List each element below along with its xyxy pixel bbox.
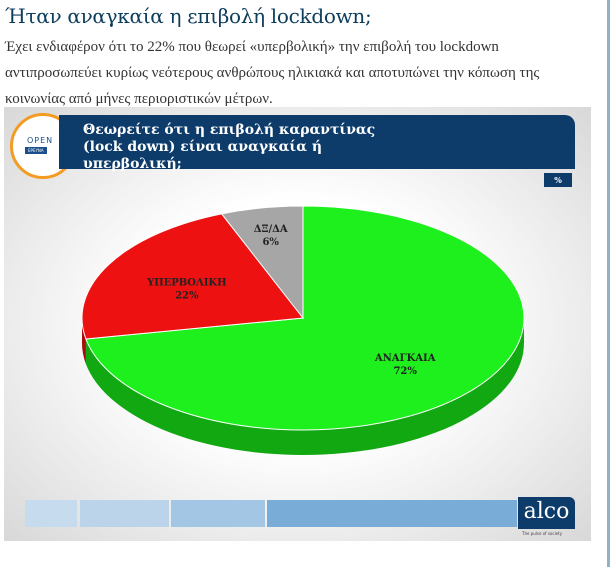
- pie-slice-2: [220, 205, 304, 320]
- logo-subtext: ΕΡΕΥΝΑ: [25, 147, 47, 154]
- slice-value: 72%: [393, 366, 417, 377]
- pie-side-0: [85, 318, 524, 456]
- alco-logo: alco: [518, 497, 575, 529]
- footer-bar-1: [25, 500, 77, 527]
- footer-bar-2: [80, 500, 169, 527]
- unit-badge: %: [544, 173, 572, 187]
- alco-tagline: The pulse of society: [522, 531, 563, 536]
- pie-slice-0: [85, 205, 525, 431]
- footer-bar-4: [267, 500, 517, 527]
- footer-bar-3: [171, 500, 265, 527]
- article-body: Έχει ενδιαφέρον ότι το 22% που θεωρεί «υ…: [5, 39, 540, 107]
- chart-title: Θεωρείτε ότι η επιβολή καραντίνας (lock …: [83, 122, 376, 172]
- slice-value: 22%: [175, 291, 199, 302]
- slice-label: ΑΝΑΓΚΑΙΑ: [374, 353, 436, 364]
- pie-chart: ΑΝΑΓΚΑΙΑ 72% ΥΠΕΡΒΟΛΙΚΗ 22% ΔΞ/ΔΑ 6%: [81, 205, 525, 456]
- slice-value: 6%: [262, 237, 279, 248]
- scrollbar[interactable]: [607, 0, 610, 567]
- chart-slide: OPEN ΕΡΕΥΝΑ Θεωρείτε ότι η επιβολή καραν…: [4, 107, 591, 541]
- chart-header: Θεωρείτε ότι η επιβολή καραντίνας (lock …: [59, 115, 575, 172]
- slice-label: ΔΞ/ΔΑ: [254, 224, 288, 235]
- pie-slice-1: [81, 213, 304, 340]
- logo-text: OPEN: [27, 136, 54, 145]
- slice-label: ΥΠΕΡΒΟΛΙΚΗ: [146, 278, 226, 289]
- article-title: Ήταν αναγκαία η επιβολή lockdown;: [5, 4, 372, 28]
